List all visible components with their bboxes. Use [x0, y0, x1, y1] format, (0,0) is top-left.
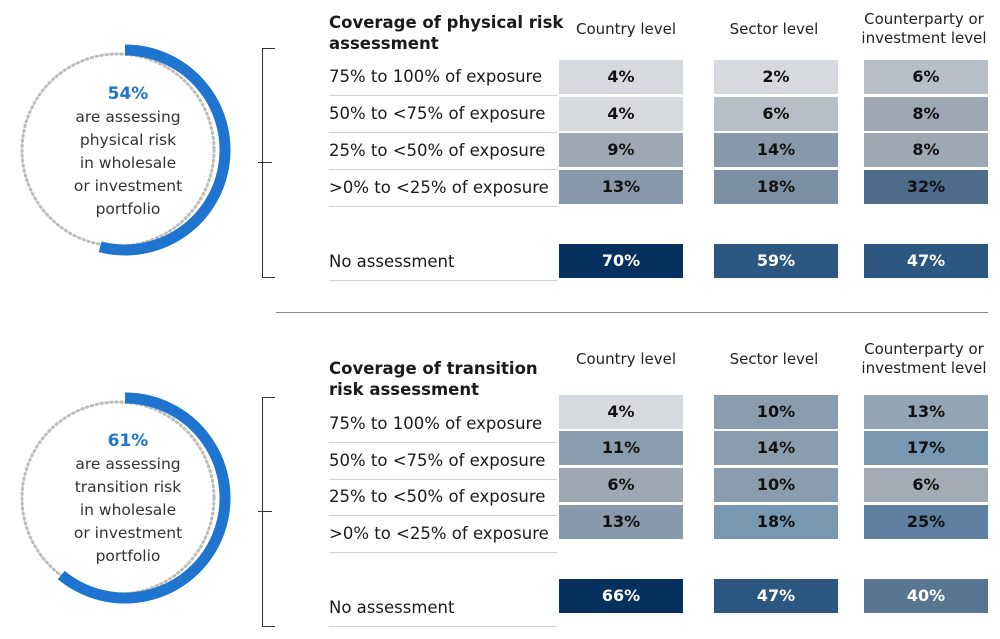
value-cell: 4%	[559, 97, 683, 131]
value-cell: 13%	[864, 395, 988, 429]
value-cell: 32%	[864, 170, 988, 204]
value-cell: 6%	[559, 468, 683, 502]
value-cell: 2%	[714, 60, 838, 94]
value-cell: 13%	[559, 170, 683, 204]
value-cell: 47%	[714, 579, 838, 613]
table-title-line: Coverage of transition	[329, 359, 538, 378]
ring-chart	[20, 392, 231, 604]
value-cell: 59%	[714, 244, 838, 278]
column-header: Country level	[556, 350, 696, 369]
value-cell: 13%	[559, 505, 683, 539]
ring-caption-line: physical risk	[79, 131, 177, 149]
value-cell: 6%	[714, 97, 838, 131]
value-cell: 6%	[864, 60, 988, 94]
ring-caption-line: transition risk	[74, 478, 182, 496]
value-cell: 8%	[864, 97, 988, 131]
row-label: 50% to <75% of exposure	[329, 96, 557, 133]
table-title-line: assessment	[329, 34, 439, 53]
value-cell: 10%	[714, 468, 838, 502]
row-label: 75% to 100% of exposure	[329, 406, 557, 443]
ring-caption: 61% are assessing transition risk in wholes…	[48, 430, 208, 568]
value-cell: 17%	[864, 431, 988, 465]
column-header-line: investment level	[861, 359, 987, 377]
row-label: 75% to 100% of exposure	[329, 59, 557, 96]
value-cell: 47%	[864, 244, 988, 278]
value-cell: 10%	[714, 395, 838, 429]
value-cell: 14%	[714, 431, 838, 465]
bracket	[262, 397, 277, 627]
column-header: Country level	[556, 20, 696, 39]
ring-caption-line: or investment	[73, 177, 183, 195]
ring-caption-line: in wholesale	[79, 154, 177, 172]
ring-arc	[57, 392, 231, 604]
value-cell: 6%	[864, 468, 988, 502]
value-cell: 4%	[559, 60, 683, 94]
column-header-line: investment level	[861, 29, 987, 47]
column-header: Counterparty or investment level	[854, 340, 994, 378]
ring-caption-line: are assessing	[75, 455, 181, 473]
table-title-line: risk assessment	[329, 380, 479, 399]
column-header: Sector level	[704, 350, 844, 369]
ring-caption: 54% are assessing physical risk in wholesal…	[48, 83, 208, 221]
row-label: No assessment	[329, 590, 557, 627]
row-label: >0% to <25% of exposure	[329, 516, 557, 553]
ring-caption-line: in wholesale	[79, 501, 177, 519]
column-header-line: Country level	[575, 350, 677, 368]
value-cell: 25%	[864, 505, 988, 539]
ring-percent: 61%	[107, 431, 149, 451]
column-header: Counterparty or investment level	[854, 10, 994, 48]
value-cell: 4%	[559, 395, 683, 429]
value-cell: 66%	[559, 579, 683, 613]
ring-chart	[20, 44, 231, 256]
value-cell: 9%	[559, 133, 683, 167]
column-header-line: Sector level	[729, 350, 819, 368]
table-title-line: Coverage of physical risk	[329, 13, 564, 32]
bracket-tick	[258, 511, 272, 512]
value-cell: 70%	[559, 244, 683, 278]
value-cell: 18%	[714, 170, 838, 204]
column-header-line: Counterparty or	[864, 340, 984, 358]
bracket	[262, 48, 277, 278]
ring-percent: 54%	[107, 84, 149, 104]
ring-caption-line: portfolio	[95, 547, 161, 565]
ring-caption-line: or investment	[73, 524, 183, 542]
value-cell: 40%	[864, 579, 988, 613]
value-cell: 18%	[714, 505, 838, 539]
column-header-line: Country level	[575, 20, 677, 38]
column-header-line: Counterparty or	[864, 10, 984, 28]
table-title: Coverage of transition risk assessment	[329, 358, 569, 400]
ring-caption-line: are assessing	[75, 108, 181, 126]
column-header: Sector level	[704, 20, 844, 39]
ring-caption-line: portfolio	[95, 200, 161, 218]
value-cell: 11%	[559, 431, 683, 465]
value-cell: 14%	[714, 133, 838, 167]
row-label: 25% to <50% of exposure	[329, 479, 557, 516]
section-divider	[276, 312, 988, 313]
bracket-tick	[258, 162, 272, 163]
row-label: 50% to <75% of exposure	[329, 443, 557, 480]
value-cell: 8%	[864, 133, 988, 167]
row-label: No assessment	[329, 244, 557, 281]
table-title: Coverage of physical risk assessment	[329, 12, 569, 54]
column-header-line: Sector level	[729, 20, 819, 38]
ring-arc	[98, 44, 231, 256]
row-label: 25% to <50% of exposure	[329, 133, 557, 170]
row-label: >0% to <25% of exposure	[329, 170, 557, 207]
